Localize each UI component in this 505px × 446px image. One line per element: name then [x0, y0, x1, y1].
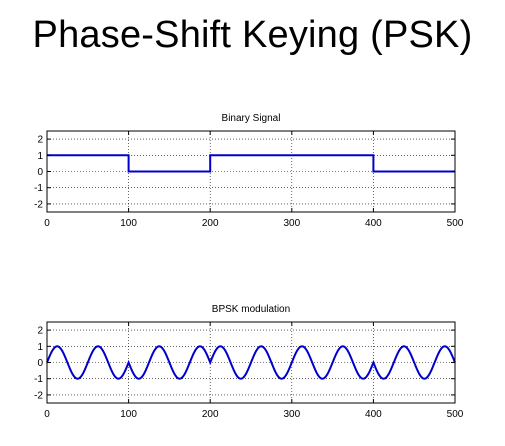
x-tick-label: 400 [365, 218, 382, 229]
y-tick-label: -1 [34, 183, 43, 194]
x-tick-label: 500 [447, 409, 464, 420]
y-tick-label: 2 [37, 326, 43, 337]
y-tick-label: -1 [34, 374, 43, 385]
x-tick-label: 400 [365, 409, 382, 420]
x-tick-label: 200 [202, 218, 219, 229]
x-tick-label: 300 [283, 218, 300, 229]
x-tick-label: 0 [44, 218, 50, 229]
y-tick-label: -2 [34, 199, 43, 210]
x-tick-label: 300 [283, 409, 300, 420]
y-tick-label: -2 [34, 390, 43, 401]
plot-title: Binary Signal [222, 113, 281, 124]
y-tick-label: 1 [37, 342, 43, 353]
x-tick-label: 100 [120, 409, 137, 420]
y-tick-label: 1 [37, 151, 43, 162]
bpsk-modulation-plot: BPSK modulation 0 100 200 300 400 500 2 1 0 -1 -2 [34, 304, 464, 420]
y-tick-label: 2 [37, 135, 43, 146]
x-tick-label: 500 [447, 218, 464, 229]
signal-line [46, 345, 456, 380]
signal-line [47, 154, 455, 173]
binary-signal-plot: Binary Signal 0 100 200 300 400 500 2 1 0 -1 -2 [34, 113, 464, 229]
y-tick-label: 0 [37, 358, 43, 369]
x-tick-label: 100 [120, 218, 137, 229]
plot-title: BPSK modulation [212, 304, 290, 315]
slide-title: Phase-Shift Keying (PSK) [32, 14, 473, 56]
x-tick-label: 200 [202, 409, 219, 420]
y-tick-label: 0 [37, 167, 43, 178]
x-tick-label: 0 [44, 409, 50, 420]
